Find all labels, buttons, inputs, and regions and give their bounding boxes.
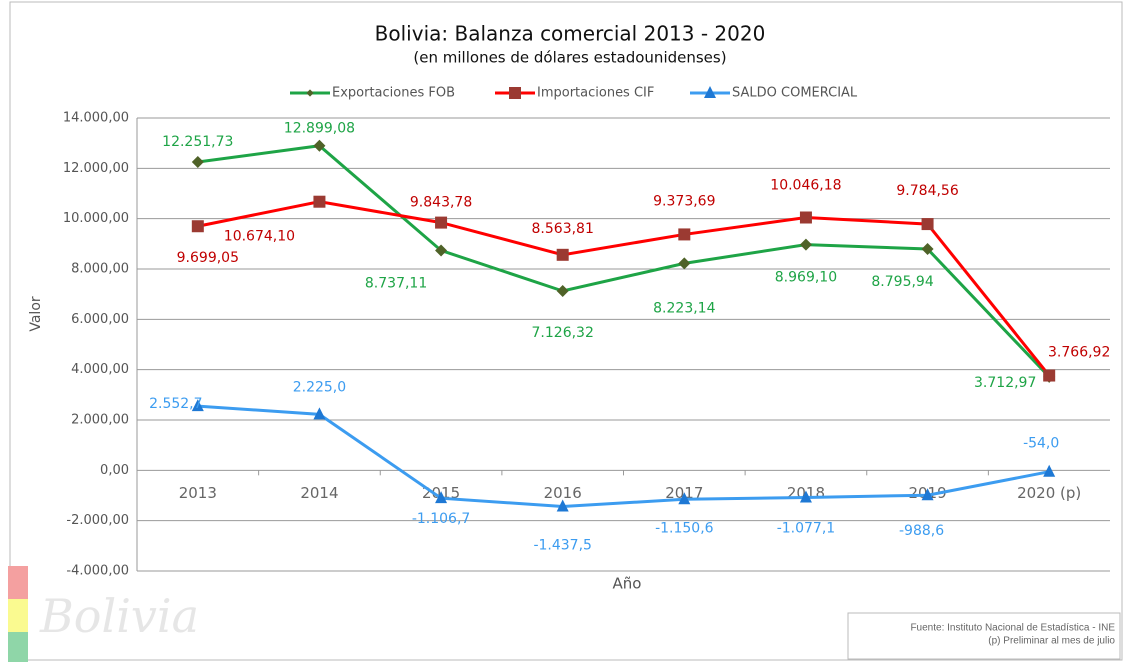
marker [921, 242, 934, 255]
data-label: -1.077,1 [777, 520, 836, 536]
flag-yellow [8, 599, 28, 632]
data-label: -988,6 [899, 523, 944, 539]
marker [799, 490, 812, 503]
y-tick-label: -4.000,00 [66, 564, 129, 579]
data-label: 3.766,92 [1048, 345, 1110, 361]
data-label: -1.437,5 [533, 538, 592, 554]
data-label: -54,0 [1023, 436, 1059, 452]
series-line [197, 200, 1051, 377]
marker [678, 257, 691, 270]
y-tick-label: 14.000,00 [63, 111, 129, 126]
marker [313, 407, 326, 420]
data-label: 12.899,08 [284, 121, 355, 137]
y-axis-label: Valor [28, 296, 44, 332]
data-label: 10.674,10 [224, 229, 295, 245]
marker [799, 211, 812, 224]
data-label: 8.223,14 [653, 300, 715, 316]
series-line [197, 144, 1051, 378]
marker [191, 399, 204, 412]
marker [313, 139, 326, 152]
data-label: 2.552,7 [149, 396, 202, 412]
flag-green [8, 632, 28, 662]
data-label: 9.784,56 [896, 183, 958, 199]
legend-marker [704, 86, 716, 98]
legend-marker [509, 87, 521, 99]
marker [678, 492, 691, 505]
data-label: 10.046,18 [770, 178, 841, 194]
y-tick-label: 8.000,00 [71, 262, 129, 277]
marker [435, 216, 448, 229]
y-tick-label: 2.000,00 [71, 413, 129, 428]
marker [556, 248, 569, 261]
x-tick-label: 2016 [544, 484, 582, 502]
series-line [197, 404, 1050, 509]
marker [678, 228, 691, 241]
data-label: 8.795,94 [871, 274, 933, 290]
chart-border [9, 1, 1123, 661]
y-tick-label: 10.000,00 [63, 211, 129, 226]
data-label: 8.737,11 [365, 275, 427, 291]
data-label: 2.225,0 [293, 379, 346, 395]
y-tick-label: 4.000,00 [71, 362, 129, 377]
data-label: 9.843,78 [410, 195, 472, 211]
data-label: 8.969,10 [775, 270, 837, 286]
chart-subtitle: (en millones de dólares estadounidenses) [413, 49, 726, 67]
marker [921, 488, 934, 501]
y-tick-label: 0,00 [100, 463, 129, 478]
data-label: 9.373,69 [653, 193, 715, 209]
x-tick-label: 2020 (p) [1017, 484, 1081, 502]
legend-marker [306, 89, 314, 97]
marker [1043, 464, 1056, 477]
x-tick-label: 2014 [300, 484, 338, 502]
marker [556, 284, 569, 297]
source-line: Fuente: Instituto Nacional de Estadístic… [910, 623, 1115, 634]
source-box [847, 612, 1121, 660]
marker [435, 244, 448, 257]
marker [191, 155, 204, 168]
data-label: 7.126,32 [532, 325, 594, 341]
flag-red [8, 566, 28, 599]
y-tick-label: 12.000,00 [63, 161, 129, 176]
marker [799, 238, 812, 251]
y-tick-label: 6.000,00 [71, 312, 129, 327]
marker [191, 220, 204, 233]
watermark: Bolivia [39, 589, 199, 643]
data-label: 8.563,81 [532, 221, 594, 237]
data-label: -1.150,6 [655, 520, 714, 536]
marker [435, 491, 448, 504]
data-label: 9.699,05 [177, 250, 239, 266]
x-axis-label: Año [613, 575, 642, 593]
x-tick-label: 2013 [179, 484, 217, 502]
data-label: -1.106,7 [412, 511, 471, 527]
source-line: (p) Preliminar al mes de julio [988, 636, 1115, 647]
legend-label: SALDO COMERCIAL [732, 86, 858, 101]
marker [313, 195, 326, 208]
chart-title: Bolivia: Balanza comercial 2013 - 2020 [375, 22, 766, 46]
marker [556, 499, 569, 512]
data-label: 3.712,97 [974, 375, 1036, 391]
data-label: 12.251,73 [162, 134, 233, 150]
legend-label: Exportaciones FOB [332, 86, 455, 101]
y-tick-label: -2.000,00 [66, 513, 129, 528]
legend-label: Importaciones CIF [537, 86, 654, 101]
marker [1043, 369, 1056, 382]
marker [921, 218, 934, 231]
